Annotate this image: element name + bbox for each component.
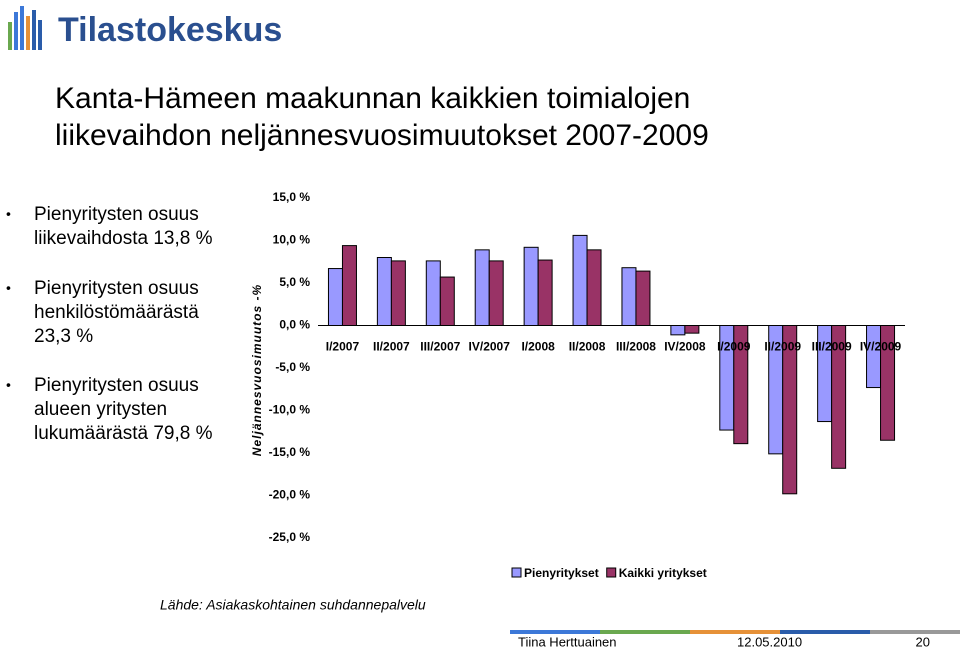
footer-page: 20 bbox=[916, 634, 930, 647]
y-tick-label: -5,0 % bbox=[275, 360, 310, 374]
bar bbox=[586, 249, 602, 327]
x-tick-label: II/2009 bbox=[764, 340, 801, 354]
bullet-dot: • bbox=[6, 377, 11, 393]
bar bbox=[523, 246, 539, 326]
footer-date: 12.05.2010 bbox=[737, 634, 802, 647]
bullet-text: Pienyritysten osuus bbox=[34, 204, 199, 225]
y-tick-label: 0,0 % bbox=[279, 318, 310, 332]
footer-author: Tiina Herttuainen bbox=[518, 634, 617, 647]
bullet-text: Pienyritysten osuus bbox=[34, 278, 199, 299]
bullet-text: 23,3 % bbox=[34, 326, 93, 347]
footer-bar bbox=[510, 630, 960, 634]
bar bbox=[439, 276, 455, 326]
bar bbox=[866, 325, 882, 389]
x-tick-label: I/2007 bbox=[326, 340, 360, 354]
slide-title: Kanta-Hämeen maakunnan kaikkien toimialo… bbox=[55, 82, 690, 115]
legend-swatch bbox=[511, 567, 522, 578]
x-tick-label: III/2009 bbox=[812, 340, 852, 354]
x-tick-label: III/2008 bbox=[616, 340, 656, 354]
bar bbox=[537, 259, 553, 326]
y-tick-label: -10,0 % bbox=[269, 403, 311, 417]
bar bbox=[425, 260, 441, 326]
y-tick-label: 10,0 % bbox=[273, 233, 311, 247]
bullet-dot: • bbox=[6, 206, 11, 222]
bar bbox=[376, 257, 392, 326]
x-tick-label: I/2008 bbox=[521, 340, 555, 354]
legend-label: Kaikki yritykset bbox=[619, 566, 707, 580]
bullet-text: liikevaihdosta 13,8 % bbox=[34, 228, 213, 249]
y-axis-label: Neljännesvuosimuutos -% bbox=[250, 284, 264, 456]
bullet-dot: • bbox=[6, 280, 11, 296]
y-tick-label: 5,0 % bbox=[279, 275, 310, 289]
bar bbox=[474, 249, 490, 327]
bullet-text: alueen yritysten bbox=[34, 399, 167, 420]
y-tick-label: -20,0 % bbox=[269, 488, 311, 502]
source: Lähde: Asiakaskohtainen suhdannepalvelu bbox=[160, 597, 426, 613]
bullet-text: lukumäärästä 79,8 % bbox=[34, 423, 213, 444]
bar bbox=[621, 267, 637, 327]
y-tick-label: -15,0 % bbox=[269, 445, 311, 459]
bar bbox=[341, 245, 357, 327]
x-tick-label: I/2009 bbox=[717, 340, 751, 354]
bar bbox=[670, 325, 686, 336]
x-tick-label: IV/2009 bbox=[860, 340, 902, 354]
x-tick-label: IV/2007 bbox=[469, 340, 511, 354]
x-tick-label: III/2007 bbox=[420, 340, 460, 354]
bar bbox=[488, 260, 504, 326]
x-tick-label: IV/2008 bbox=[664, 340, 706, 354]
x-tick-label: II/2007 bbox=[373, 340, 410, 354]
bullet-text: Pienyritysten osuus bbox=[34, 375, 199, 396]
y-tick-label: -25,0 % bbox=[269, 530, 311, 544]
bar bbox=[684, 325, 700, 334]
legend-label: Pienyritykset bbox=[524, 566, 599, 580]
bar bbox=[572, 234, 588, 326]
y-tick-label: 15,0 % bbox=[273, 190, 311, 204]
slide-title: liikevaihdon neljännesvuosimuutokset 200… bbox=[55, 119, 709, 152]
bar bbox=[390, 260, 406, 326]
bar bbox=[635, 270, 651, 327]
bullet-text: henkilöstömäärästä bbox=[34, 302, 199, 323]
legend-swatch bbox=[606, 567, 617, 578]
logo-text: Tilastokeskus bbox=[58, 11, 282, 49]
x-tick-label: II/2008 bbox=[569, 340, 606, 354]
logo-mark bbox=[8, 6, 42, 50]
bar bbox=[327, 268, 343, 326]
